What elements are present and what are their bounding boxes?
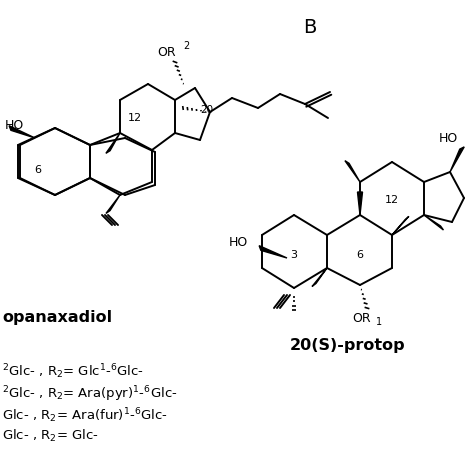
Polygon shape [106, 195, 120, 213]
Text: 20(S)-protop: 20(S)-protop [290, 338, 406, 353]
Text: OR: OR [157, 46, 176, 58]
Polygon shape [106, 133, 120, 153]
Text: HO: HO [438, 131, 457, 145]
Text: 3: 3 [291, 250, 298, 260]
Text: B: B [303, 18, 317, 37]
Polygon shape [312, 268, 327, 286]
Text: Glc- , R$_{2}$= Glc-: Glc- , R$_{2}$= Glc- [2, 428, 99, 444]
Text: $^{2}$Glc- , R$_{2}$= Ara(pyr)$^{1}$-$^{6}$Glc-: $^{2}$Glc- , R$_{2}$= Ara(pyr)$^{1}$-$^{… [2, 384, 177, 403]
Polygon shape [450, 147, 464, 172]
Polygon shape [357, 192, 363, 215]
Text: 1: 1 [376, 317, 382, 327]
Text: 6: 6 [356, 250, 364, 260]
Polygon shape [424, 215, 444, 230]
Polygon shape [345, 161, 360, 182]
Polygon shape [9, 126, 35, 138]
Text: 20: 20 [200, 105, 213, 115]
Text: HO: HO [229, 236, 248, 248]
Polygon shape [259, 246, 287, 258]
Text: HO: HO [5, 118, 24, 131]
Polygon shape [392, 216, 409, 235]
Text: Glc- , R$_{2}$= Ara(fur)$^{1}$-$^{6}$Glc-: Glc- , R$_{2}$= Ara(fur)$^{1}$-$^{6}$Glc… [2, 406, 168, 425]
Text: OR: OR [352, 311, 371, 325]
Text: 2: 2 [183, 41, 189, 51]
Text: 6: 6 [35, 165, 42, 175]
Text: $^{2}$Glc- , R$_{2}$= Glc$^{1}$-$^{6}$Glc-: $^{2}$Glc- , R$_{2}$= Glc$^{1}$-$^{6}$Gl… [2, 362, 144, 381]
Text: 12: 12 [128, 113, 142, 123]
Text: 12: 12 [385, 195, 399, 205]
Text: opanaxadiol: opanaxadiol [2, 310, 112, 325]
